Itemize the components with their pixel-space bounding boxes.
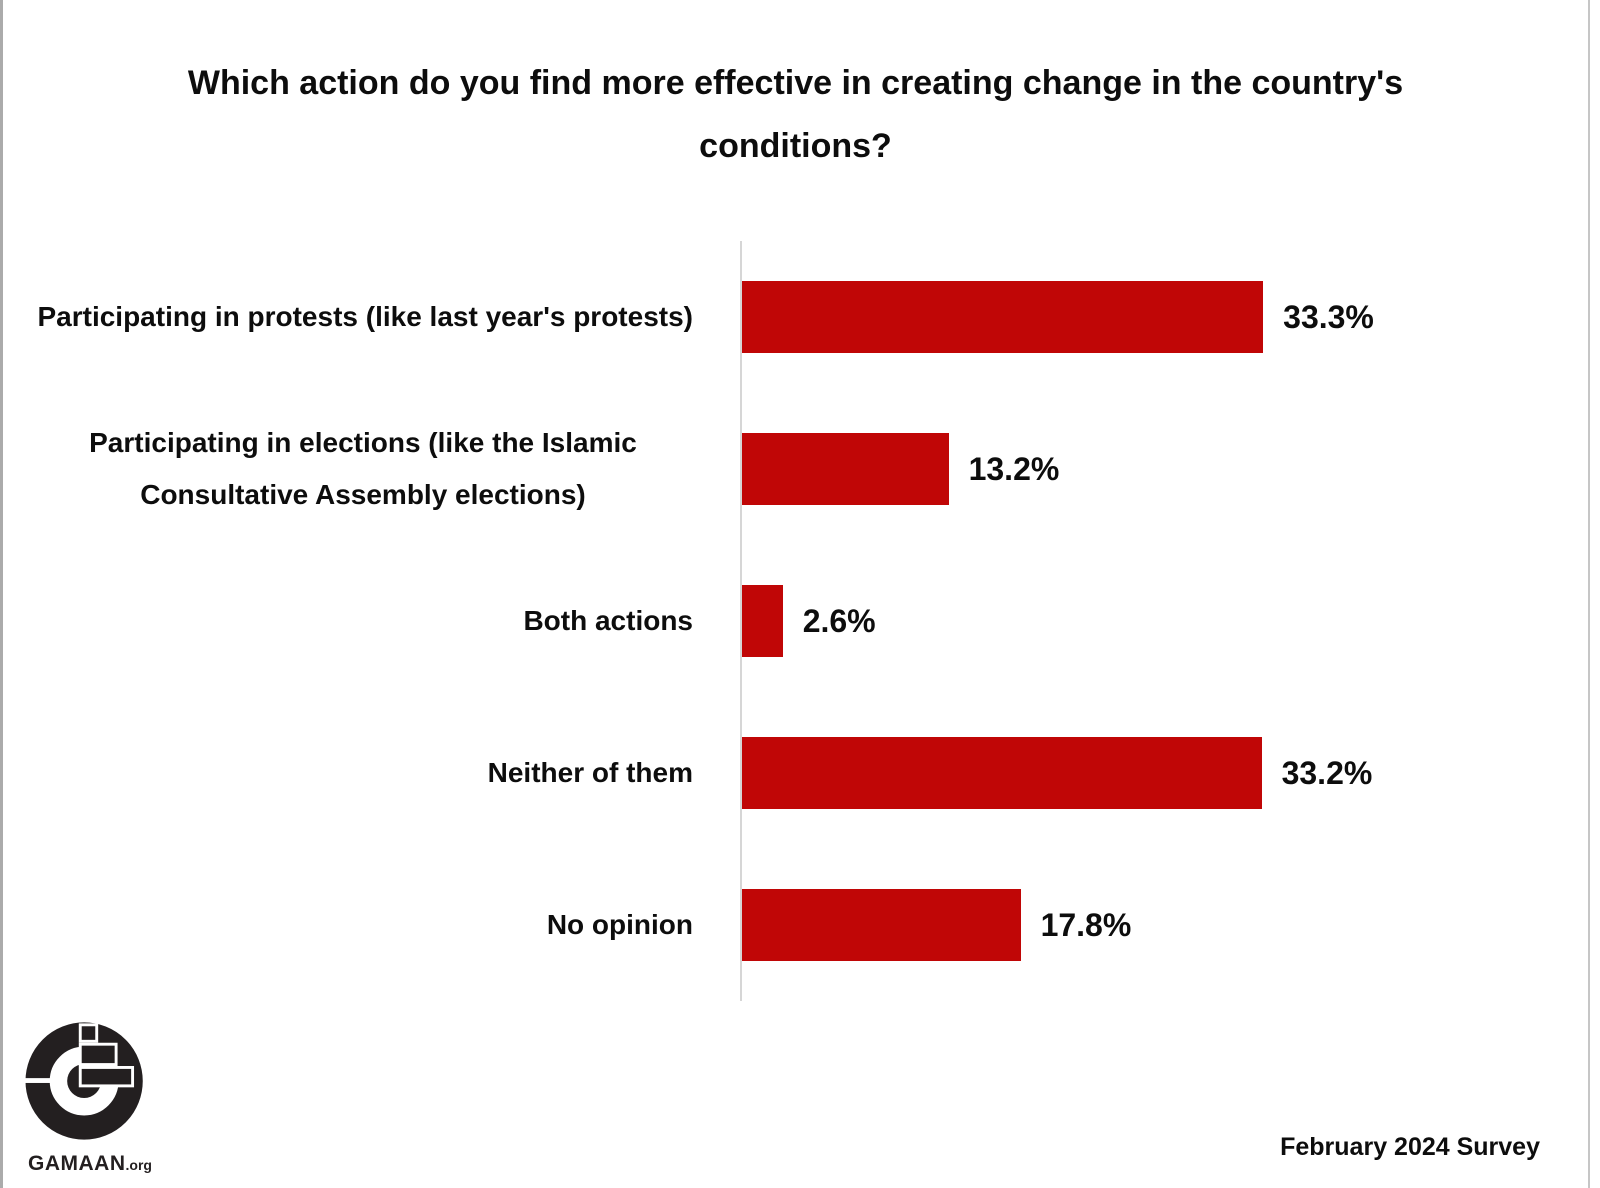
category-label-cell: Participating in elections (like the Isl… — [33, 417, 740, 521]
logo-wordmark: GAMAAN.org — [28, 1152, 175, 1176]
chart-row: No opinion 17.8% — [33, 849, 1588, 1001]
survey-date-label: February 2024 Survey — [1280, 1133, 1540, 1161]
bar — [742, 737, 1262, 809]
plot-area-row: 33.3% — [740, 241, 1588, 393]
value-label: 33.2% — [1281, 754, 1373, 791]
bar — [742, 433, 949, 505]
logo-name: GAMAAN — [28, 1152, 126, 1175]
logo-suffix: .org — [125, 1157, 152, 1173]
category-label: Participating in protests (like last yea… — [37, 301, 693, 332]
category-label: Neither of them — [487, 757, 693, 788]
chart-row: Participating in elections (like the Isl… — [33, 393, 1588, 545]
category-label: Both actions — [523, 605, 693, 636]
bar-chart: Participating in protests (like last yea… — [33, 241, 1588, 1001]
plot-area-row: 17.8% — [740, 849, 1588, 1001]
plot-area-row: 2.6% — [740, 545, 1588, 697]
plot-area-row: 33.2% — [740, 697, 1588, 849]
bar — [742, 889, 1021, 961]
value-label: 17.8% — [1040, 906, 1132, 943]
value-label: 2.6% — [802, 602, 876, 639]
value-label: 33.3% — [1283, 298, 1374, 335]
chart-title: Which action do you find more effective … — [187, 64, 1404, 165]
category-label-cell: Both actions — [33, 595, 740, 647]
plot-area-row: 13.2% — [740, 393, 1588, 545]
bar — [742, 585, 783, 657]
gamaan-logo-icon — [23, 1022, 143, 1140]
chart-row: Participating in protests (like last yea… — [33, 241, 1588, 393]
chart-row: Neither of them 33.2% — [33, 697, 1588, 849]
bar — [742, 281, 1264, 353]
chart-row: Both actions 2.6% — [33, 545, 1588, 697]
gamaan-logo: GAMAAN.org — [23, 1019, 175, 1176]
category-label: Participating in elections (like the Isl… — [89, 427, 637, 510]
category-label-cell: No opinion — [33, 899, 740, 951]
value-label: 13.2% — [968, 450, 1060, 487]
category-label: No opinion — [546, 909, 693, 940]
category-label-cell: Neither of them — [33, 747, 740, 799]
category-label-cell: Participating in protests (like last yea… — [33, 291, 740, 343]
